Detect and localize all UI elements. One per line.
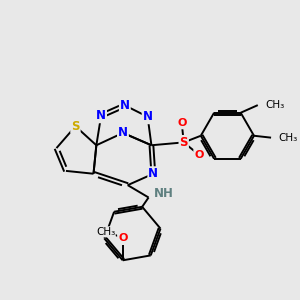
Text: CH₃: CH₃ [279, 133, 298, 143]
Text: CH₃: CH₃ [266, 100, 285, 110]
Text: S: S [179, 136, 188, 149]
Text: N: N [96, 109, 106, 122]
Text: CH₃: CH₃ [96, 227, 115, 237]
Text: O: O [118, 232, 128, 242]
Text: N: N [120, 99, 130, 112]
Text: S: S [71, 120, 80, 133]
Text: N: N [142, 110, 153, 123]
Text: N: N [148, 167, 158, 180]
Text: N: N [118, 126, 128, 140]
Text: O: O [194, 150, 204, 160]
Text: NH: NH [154, 187, 174, 200]
Text: O: O [177, 118, 187, 128]
